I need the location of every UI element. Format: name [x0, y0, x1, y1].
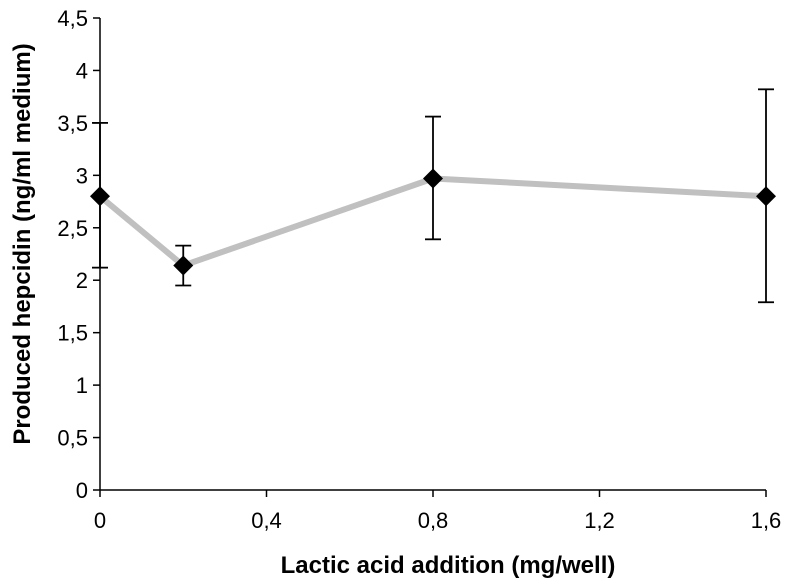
x-tick-label: 0,8: [418, 508, 449, 533]
x-tick-label: 1,6: [751, 508, 782, 533]
y-tick-label: 2: [76, 268, 88, 293]
x-axis-ticks: 0 0,4 0,8 1,2 1,6: [94, 490, 781, 533]
x-tick-label: 0: [94, 508, 106, 533]
y-axis-title: Produced hepcidin (ng/ml medium): [9, 43, 36, 444]
y-tick-label: 3: [76, 163, 88, 188]
y-tick-label: 0: [76, 478, 88, 503]
x-axis-title: Lactic acid addition (mg/well): [281, 552, 616, 579]
y-tick-label: 0,5: [57, 426, 88, 451]
y-tick-label: 4: [76, 58, 88, 83]
y-tick-label: 3,5: [57, 111, 88, 136]
axes: [99, 18, 766, 491]
y-tick-label: 2,5: [57, 216, 88, 241]
y-tick-label: 1: [76, 373, 88, 398]
y-tick-label: 4,5: [57, 6, 88, 31]
y-tick-label: 1,5: [57, 321, 88, 346]
x-tick-label: 1,2: [584, 508, 615, 533]
series-line: [98, 175, 767, 269]
data-point-marker: [173, 255, 194, 276]
series-layer: [90, 88, 776, 304]
data-point-marker: [756, 186, 776, 207]
data-point-marker: [90, 186, 110, 207]
data-point-marker: [423, 168, 443, 189]
x-tick-label: 0,4: [251, 508, 282, 533]
y-axis-ticks: 0 0,5 1 1,5 2 2,5 3 3,5 4 4,5: [57, 6, 100, 503]
